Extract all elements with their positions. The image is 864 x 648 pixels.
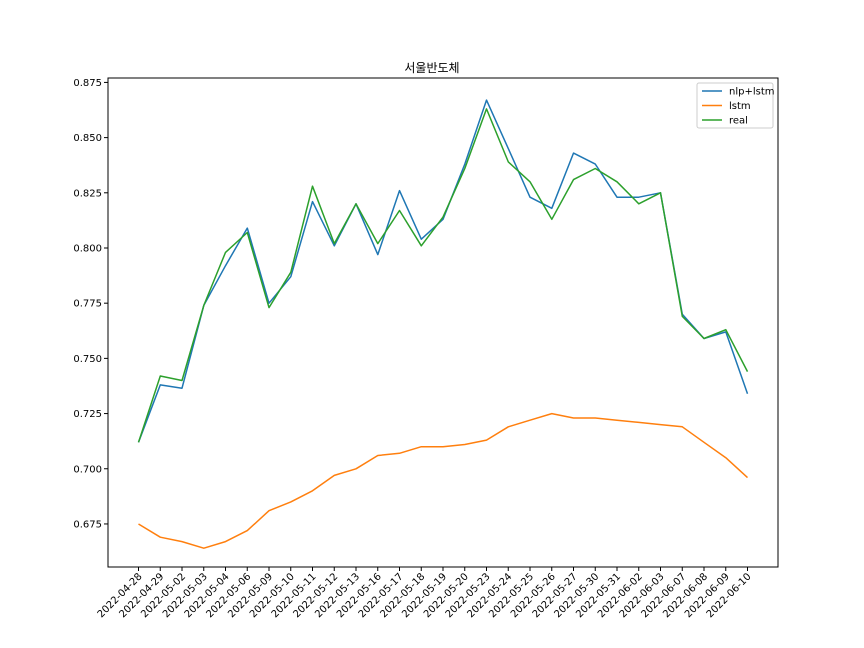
x-axis: 2022-04-282022-04-292022-05-022022-05-03… xyxy=(96,567,754,620)
y-tick-label: 0.750 xyxy=(73,354,102,365)
legend-label-real: real xyxy=(729,116,748,127)
series-line-real xyxy=(137,108,749,443)
legend-label-lstm: lstm xyxy=(729,101,751,112)
y-axis: 0.675 0.700 0.725 0.750 0.775 0.800 0.825 0.850… xyxy=(73,78,108,530)
chart-title: 서울반도체 xyxy=(404,61,459,75)
axes-frame xyxy=(107,77,779,568)
legend: nlp+lstm lstm real xyxy=(696,82,775,129)
series-lines xyxy=(137,99,749,549)
legend-box xyxy=(696,82,774,129)
y-tick-label: 0.850 xyxy=(73,133,102,144)
series-line-lstm xyxy=(138,412,749,549)
y-tick-label: 0.775 xyxy=(73,299,102,310)
y-tick-label: 0.700 xyxy=(73,464,102,475)
y-tick-label: 0.800 xyxy=(73,243,102,254)
y-tick-label: 0.725 xyxy=(73,409,102,420)
y-tick-label: 0.875 xyxy=(73,78,102,89)
y-tick-label: 0.825 xyxy=(73,188,102,199)
legend-label-nlp+lstm: nlp+lstm xyxy=(729,87,775,98)
series-line-nlp+lstm xyxy=(137,99,749,443)
y-tick-label: 0.675 xyxy=(73,519,102,530)
